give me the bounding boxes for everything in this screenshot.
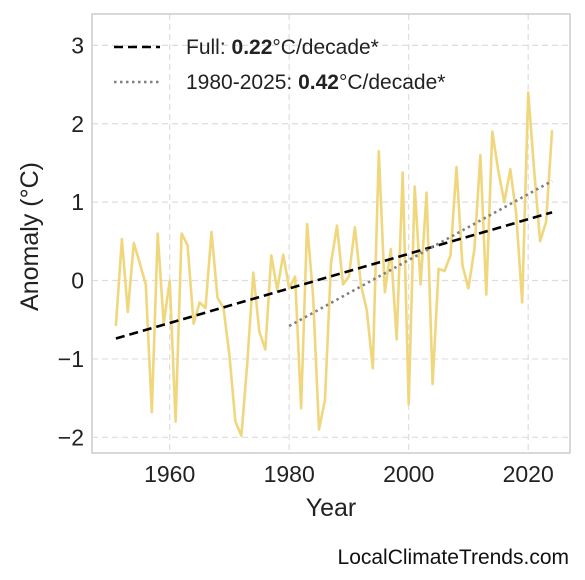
x-tick-label: 2000 bbox=[383, 461, 434, 487]
legend-entry: 1980-2025: 0.42°C/decade* bbox=[186, 71, 445, 94]
y-tick-label: 2 bbox=[71, 111, 84, 137]
legend: Full: 0.22°C/decade* 1980-2025: 0.42°C/de… bbox=[114, 36, 445, 94]
y-tick-label: −1 bbox=[58, 346, 84, 372]
x-tick-label: 1980 bbox=[264, 461, 315, 487]
x-tick-label: 1960 bbox=[144, 461, 195, 487]
full-trendline bbox=[115, 211, 553, 340]
y-tick-label: 0 bbox=[71, 268, 84, 294]
recent-trendline bbox=[288, 179, 553, 328]
anomaly-series-line bbox=[114, 91, 554, 438]
y-tick-label: 3 bbox=[71, 32, 84, 58]
y-axis-label: Anomaly (°C) bbox=[16, 162, 44, 311]
legend-entry: Full: 0.22°C/decade* bbox=[186, 36, 379, 59]
plot-frame bbox=[91, 13, 571, 454]
y-tick-label: 1 bbox=[71, 189, 84, 215]
tick-labels: 1960 1980 2000 2020 −2 −1 0 1 2 3 bbox=[58, 32, 554, 487]
y-tick-label: −2 bbox=[58, 424, 84, 450]
credit-text: LocalClimateTrends.com bbox=[337, 546, 569, 569]
data-series bbox=[114, 91, 554, 438]
x-axis-label: Year bbox=[306, 494, 357, 522]
x-tick-label: 2020 bbox=[503, 461, 554, 487]
